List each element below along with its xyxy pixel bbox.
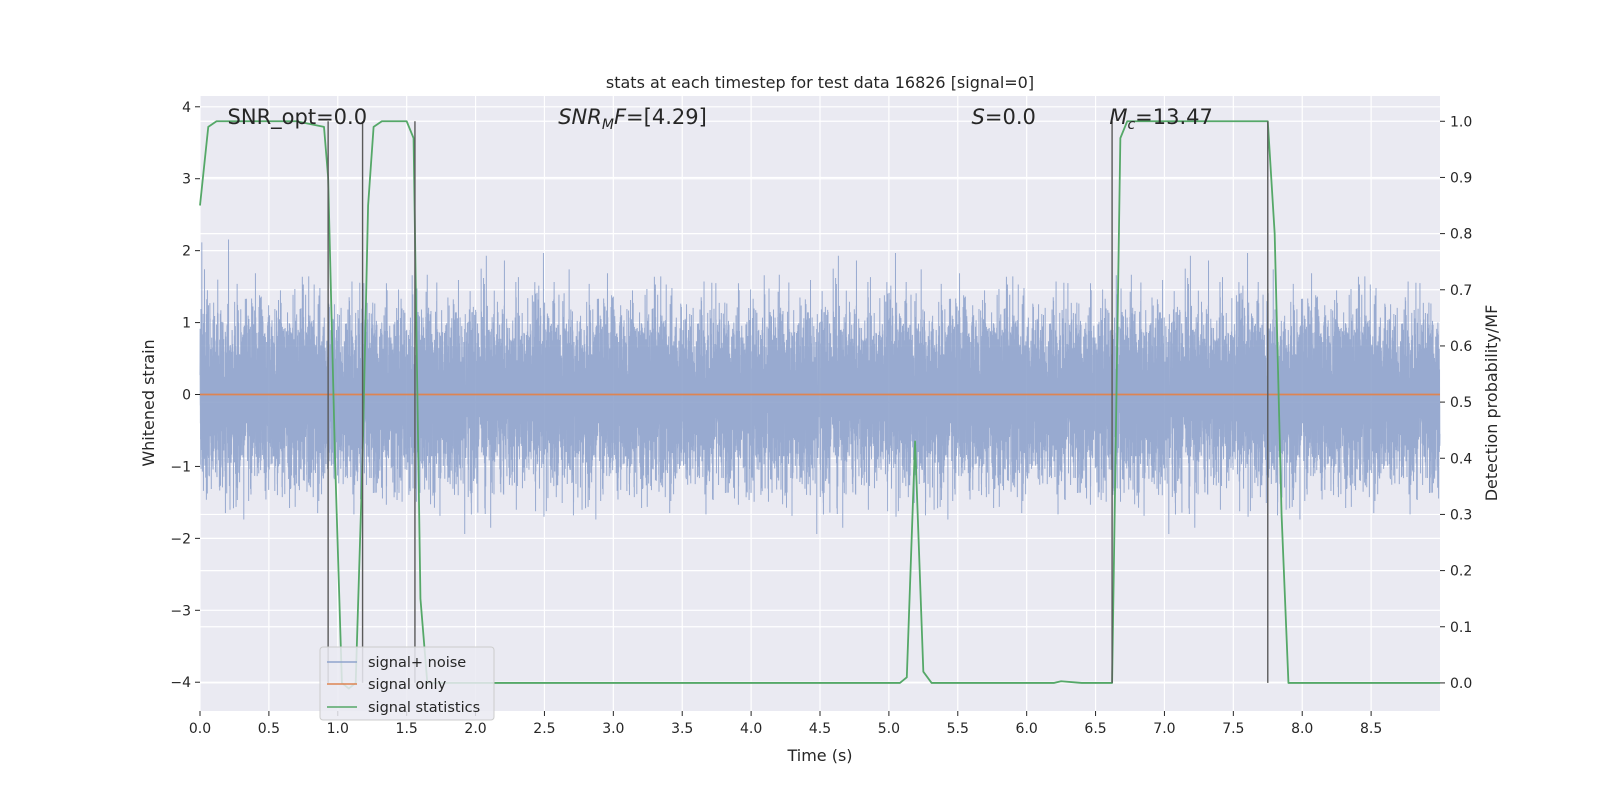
y-right-tick-label-10: 1.0 xyxy=(1450,114,1472,130)
series-signal-plus-noise xyxy=(199,239,1441,534)
annotation-snr-mf-part-0: SNR xyxy=(558,105,602,129)
x-tick-label-1: 0.5 xyxy=(258,721,280,737)
x-tick-label-13: 6.5 xyxy=(1084,721,1106,737)
y-right-tick-label-7: 0.7 xyxy=(1450,283,1472,299)
y-right-tick-label-9: 0.9 xyxy=(1450,170,1472,186)
noise-trace xyxy=(199,239,1441,534)
annotation-snr-mf-part-2: F xyxy=(614,105,627,129)
x-tick-label-10: 5.0 xyxy=(878,721,900,737)
x-tick-label-9: 4.5 xyxy=(809,721,831,737)
y-right-tick-label-5: 0.5 xyxy=(1450,395,1472,411)
annotation-mc-part-2: =13.47 xyxy=(1135,105,1213,129)
annotation-snr-mf-part-3: =[4.29] xyxy=(626,105,707,129)
annotation-snr-opt-part-0: SNR_opt=0.0 xyxy=(228,105,368,130)
y-right-tick-label-3: 0.3 xyxy=(1450,507,1472,523)
x-tick-label-3: 1.5 xyxy=(396,721,418,737)
y-left-tick-label-7: 3 xyxy=(182,172,191,188)
x-tick-label-17: 8.5 xyxy=(1360,721,1382,737)
legend-label-signal-only: signal only xyxy=(368,677,447,693)
y-right-tick-label-2: 0.2 xyxy=(1450,564,1472,580)
x-tick-label-0: 0.0 xyxy=(189,721,211,737)
x-tick-label-11: 5.5 xyxy=(947,721,969,737)
series-lines xyxy=(199,120,1440,690)
x-tick-label-2: 1.0 xyxy=(327,721,349,737)
chart-title: stats at each timestep for test data 168… xyxy=(606,73,1034,92)
x-tick-label-5: 2.5 xyxy=(533,721,555,737)
annotation-snr-mf-part-1: M xyxy=(602,117,614,133)
legend-label-signal-plus-noise: signal+ noise xyxy=(368,655,466,671)
legend-box xyxy=(319,646,495,721)
x-tick-label-6: 3.0 xyxy=(602,721,624,737)
x-tick-label-14: 7.0 xyxy=(1153,721,1175,737)
annotation-mc: Mc=13.47 xyxy=(1109,105,1213,133)
x-tick-label-4: 2.0 xyxy=(464,721,486,737)
y-left-tick-label-5: 1 xyxy=(182,316,191,332)
x-tick-label-8: 4.0 xyxy=(740,721,762,737)
y-left-tick-label-8: 4 xyxy=(182,100,191,116)
x-axis-label: Time (s) xyxy=(786,746,852,765)
annotation-snr-mf: SNRMF=[4.29] xyxy=(558,105,707,133)
annotation-snr-opt: SNR_opt=0.0 xyxy=(228,105,368,130)
y-left-tick-label-1: −3 xyxy=(170,603,191,619)
y-right-tick-label-0: 0.0 xyxy=(1450,676,1472,692)
y-right-tick-label-1: 0.1 xyxy=(1450,620,1472,636)
annotation-s-stat-part-0: S xyxy=(972,105,985,129)
y-right-tick-label-4: 0.4 xyxy=(1450,451,1472,467)
y-right-tick-label-6: 0.6 xyxy=(1450,339,1472,355)
vertical-markers xyxy=(327,121,1269,683)
annotation-mc-part-0: M xyxy=(1109,105,1127,129)
y-left-tick-label-4: 0 xyxy=(182,388,191,404)
line-signal-statistics xyxy=(199,120,1440,690)
y-left-tick-label-0: −4 xyxy=(170,675,191,691)
y-axis-label-right: Detection probability/MF xyxy=(1482,305,1501,502)
y-left-tick-label-6: 2 xyxy=(182,244,191,260)
annotation-s-stat: S=0.0 xyxy=(972,105,1036,129)
axes: 0.0 0.5 1.0 1.5 2.0 2.5 3.0 3.5 4.0 4.5 5.0 5.5 6.0 6… xyxy=(170,100,1472,737)
annotation-s-stat-part-1: =0.0 xyxy=(985,105,1036,129)
y-right-tick-label-8: 0.8 xyxy=(1450,227,1472,243)
legend-label-signal-statistics: signal statistics xyxy=(368,700,480,716)
y-left-tick-label-2: −2 xyxy=(170,531,191,547)
y-axis-label-left: Whitened strain xyxy=(139,339,158,466)
legend: signal+ noise signal only signal statist… xyxy=(319,646,495,721)
annotations: SNR_opt=0.0 SNRMF=[4.29] S=0.0 Mc=13.47 xyxy=(228,105,1213,133)
annotation-mc-part-1: c xyxy=(1127,117,1135,133)
x-tick-label-16: 8.0 xyxy=(1291,721,1313,737)
x-tick-label-12: 6.0 xyxy=(1016,721,1038,737)
x-tick-label-15: 7.5 xyxy=(1222,721,1244,737)
x-tick-label-7: 3.5 xyxy=(671,721,693,737)
y-left-tick-label-3: −1 xyxy=(170,459,191,475)
